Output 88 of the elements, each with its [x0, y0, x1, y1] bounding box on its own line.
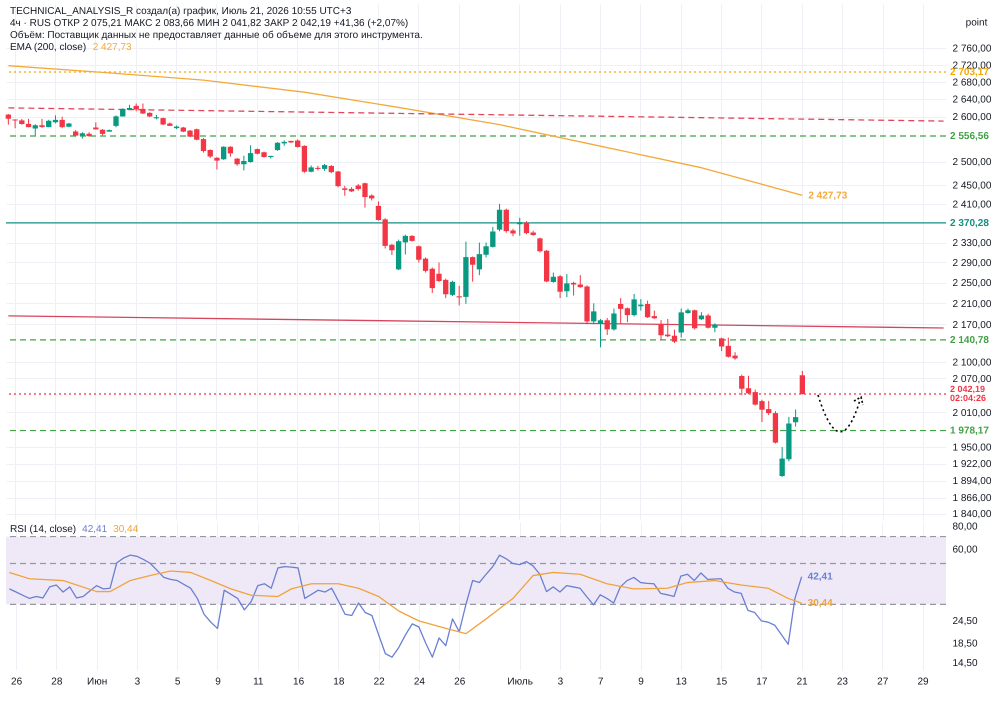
- y-tick-label: 1 866,00: [952, 493, 992, 504]
- y-tick-label: 2 640,00: [952, 94, 992, 106]
- y-tick-label: 1 922,00: [952, 459, 992, 470]
- x-tick-label: 9: [215, 676, 222, 688]
- x-tick-label: 18: [333, 676, 345, 688]
- y-tick-label: 2 330,00: [952, 238, 992, 250]
- ref-line-label: 2 042,19 02:04:26: [950, 384, 986, 404]
- x-tick-label: 24: [414, 676, 426, 688]
- x-tick-label: 17: [756, 676, 768, 688]
- x-tick-label: 26: [11, 676, 23, 688]
- ref-line-label: 1 978,17: [950, 426, 990, 437]
- candlestick: [705, 313, 711, 330]
- y-tick-label: 2 070,00: [952, 374, 992, 385]
- annotation: Объём: Поставщик данных не предоставляет данные об объеме для этого инструмента.: [10, 30, 423, 41]
- text: 2 427,73: [92, 42, 132, 53]
- x-tick-label: 15: [716, 676, 728, 688]
- y-tick-label: 2 100,00: [952, 357, 992, 368]
- line-series: [8, 554, 802, 658]
- x-tick-label: 28: [51, 676, 63, 688]
- candlestick: [564, 274, 570, 298]
- x-tick-label: 9: [638, 676, 644, 688]
- chart-title: TECHNICAL_ANALYSIS_R создал(а) график, Июль 21, 2026 10:55 UTC+3: [10, 6, 352, 17]
- x-tick-label: 16: [293, 676, 305, 688]
- y-tick-label: 2 600,00: [952, 112, 992, 124]
- text: 42,41: [82, 524, 108, 535]
- series-label: EMA (200, close): [10, 42, 86, 53]
- candlestick: [32, 124, 38, 136]
- candlestick: [113, 114, 119, 128]
- line-series: [8, 570, 802, 634]
- candlestick: [712, 322, 718, 333]
- candlestick: [557, 274, 563, 299]
- y-tick-label: 2 450,00: [952, 180, 992, 192]
- candlestick: [6, 114, 12, 126]
- y-tick-label: 14,50: [952, 658, 978, 669]
- candlestick: [450, 280, 456, 297]
- candlestick: [692, 309, 698, 330]
- y-tick-label: 2 680,00: [952, 77, 992, 88]
- candlestick: [221, 146, 226, 160]
- y-tick-label: 24,50: [952, 616, 978, 628]
- candlestick: [60, 116, 65, 129]
- y-tick-label: 60,00: [952, 544, 978, 556]
- y-tick-label: 2 170,00: [952, 320, 992, 331]
- y-tick-label: 1 950,00: [952, 442, 992, 454]
- y-tick-label: 2 250,00: [952, 278, 992, 290]
- x-tick-label: 13: [676, 676, 688, 688]
- y-tick-label: 2 210,00: [952, 298, 992, 310]
- text: 4ч · RUS ОТКР 2 075,21 МАКС 2 083,66 МИН 2 041,82 ЗАКР 2 042,19 +41,36 (+2,07%): [10, 18, 408, 29]
- candlestick: [792, 408, 798, 428]
- candlestick: [214, 156, 220, 170]
- y-tick-label: 2 760,00: [952, 44, 992, 55]
- candlestick: [611, 308, 617, 332]
- text: 30,44: [113, 524, 138, 535]
- data-label: 2 427,73: [808, 190, 848, 202]
- x-tick-label: 11: [253, 676, 264, 688]
- x-tick-label: 23: [836, 676, 848, 688]
- x-tick-label: 21: [796, 676, 808, 688]
- y-tick-label: 1 894,00: [952, 476, 992, 488]
- x-tick-label: 29: [917, 676, 929, 688]
- y-tick-label: 2 290,00: [952, 258, 992, 269]
- y-tick-label: 2 410,00: [952, 199, 992, 210]
- candlestick: [228, 146, 234, 158]
- ref-line-label: 2 556,56: [950, 131, 990, 142]
- x-tick-label: 3: [558, 676, 564, 688]
- x-tick-label: 7: [598, 676, 604, 688]
- x-tick-label: 3: [134, 676, 141, 688]
- x-tick-label: Июн: [87, 676, 108, 688]
- candlestick: [456, 285, 462, 306]
- data-label: 42,41: [808, 572, 834, 583]
- y-tick-label: 1 840,00: [952, 509, 992, 520]
- x-tick-label: Июль: [507, 676, 533, 688]
- ref-line-label: 2 140,78: [950, 334, 990, 346]
- candlestick: [470, 256, 476, 282]
- y-tick-label: 2 010,00: [952, 408, 992, 419]
- candlestick: [570, 281, 576, 296]
- candlestick: [550, 272, 556, 284]
- y-tick-label: 18,50: [952, 638, 978, 650]
- y-axis-title: point: [966, 18, 988, 28]
- ref-line-label: 2 370,28: [950, 218, 990, 229]
- candlestick: [604, 317, 610, 336]
- data-label: 30,44: [808, 598, 834, 610]
- y-tick-label: 2 500,00: [952, 157, 992, 168]
- x-tick-label: 26: [454, 676, 466, 688]
- x-tick-label: 22: [374, 676, 386, 688]
- x-tick-label: 27: [877, 676, 889, 688]
- chart-title: RSI (14, close): [10, 524, 76, 535]
- y-tick-label: 80,00: [952, 521, 978, 532]
- x-tick-label: 5: [174, 676, 181, 688]
- line-series: [8, 65, 803, 196]
